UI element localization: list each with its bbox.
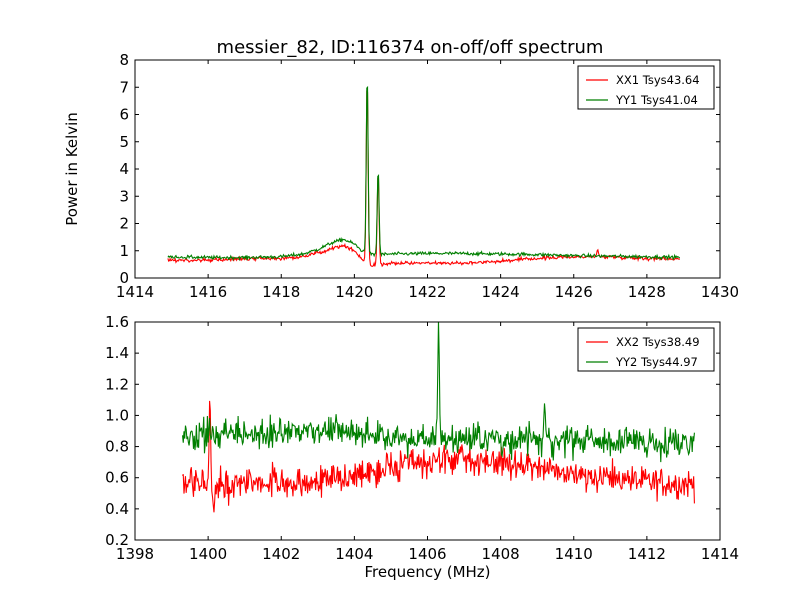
legend-box [577,65,715,110]
legend-entry: YY1 Tsys41.04 [615,93,698,107]
series-line-2-1 [182,400,695,513]
y-axis-label: Power in Kelvin [63,112,81,226]
y-tick-label: 4 [119,160,129,178]
figure-title: messier_82, ID:116374 on-off/off spectru… [217,37,604,58]
x-tick-label: 1400 [189,545,227,563]
y-tick-label: 0.2 [105,531,129,549]
x-axis-label: Frequency (MHz) [364,563,490,581]
x-tick-label: 1426 [555,283,593,301]
x-tick-label: 1428 [628,283,666,301]
x-tick-label: 1418 [262,283,300,301]
y-tick-label: 3 [119,187,129,205]
y-tick-label: 1.0 [105,406,129,424]
x-tick-label: 1404 [335,545,373,563]
x-tick-label: 1410 [555,545,593,563]
y-tick-label: 2 [119,215,129,233]
x-tick-label: 1398 [116,545,154,563]
series-line-1-1 [167,90,681,268]
series-line-2-2 [181,322,695,463]
y-tick-label: 1.2 [105,375,129,393]
y-tick-label: 7 [119,78,129,96]
x-tick-label: 1414 [116,283,154,301]
x-tick-label: 1422 [408,283,446,301]
y-tick-label: 1.4 [105,344,129,362]
y-tick-label: 1 [119,242,129,260]
legend-box [577,327,715,372]
x-tick-label: 1424 [482,283,520,301]
subplot-2: 1398 1400 1402 1404 1406 1408 1410 1412 1414 0.2 0… [105,313,739,581]
x-tick-label: 1430 [701,283,739,301]
y-tick-label: 0.6 [105,469,129,487]
x-tick-label: 1420 [335,283,373,301]
x-tick-label: 1416 [189,283,227,301]
x-tick-label: 1412 [628,545,666,563]
subplot-1: 1414 1416 1418 1420 1422 1424 1426 1428 1430 0 1 2 3… [63,51,739,301]
y-tick-label: 5 [119,133,129,151]
y-tick-label: 1.6 [105,313,129,331]
legend: XX1 Tsys43.64 YY1 Tsys41.04 [577,65,715,110]
legend: XX2 Tsys38.49 YY2 Tsys44.97 [577,327,715,372]
y-tick-label: 8 [119,51,129,69]
legend-entry: XX1 Tsys43.64 [616,73,700,87]
x-tick-label: 1402 [262,545,300,563]
x-tick-label: 1406 [408,545,446,563]
x-tick-label: 1408 [482,545,520,563]
y-tick-label: 6 [119,106,129,124]
y-tick-label: 0.8 [105,438,129,456]
legend-entry: XX2 Tsys38.49 [616,335,700,349]
y-tick-label: 0 [119,269,129,287]
y-tick-label: 0.4 [105,500,129,518]
series-line-1-2 [167,85,681,262]
x-tick-label: 1414 [701,545,739,563]
legend-entry: YY2 Tsys44.97 [615,355,698,369]
